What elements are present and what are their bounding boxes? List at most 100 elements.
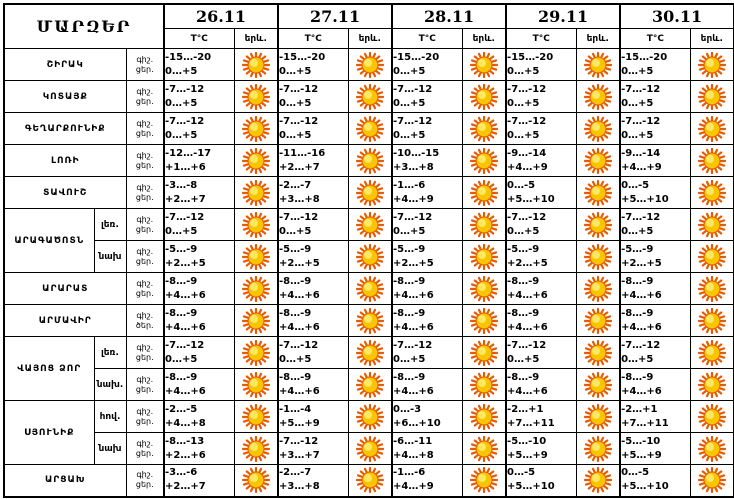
- temp-cell: -6…-11 +4…+8: [391, 432, 463, 465]
- day-temp: +4…+9: [507, 161, 548, 173]
- night-temp: -15…-20: [393, 51, 440, 63]
- day-label: ցեր.: [135, 256, 154, 266]
- weather-cell: [689, 400, 734, 433]
- night-day-labels: գիշ. ցեր.: [125, 80, 165, 113]
- night-temp: -8…-9: [393, 307, 426, 319]
- temp-cell: -2…-7 +3…+8: [277, 176, 349, 209]
- night-day-labels: գիշ. ցեր.: [125, 368, 165, 401]
- sun-icon: [697, 275, 726, 302]
- sun-icon: [241, 243, 270, 270]
- temp-cell: -15…-20 0…+5: [391, 48, 463, 81]
- sun-icon: [697, 211, 726, 238]
- weather-cell: [689, 272, 734, 305]
- region-name: ԼՈՌԻ: [3, 144, 127, 177]
- temp-cell: -7…-12 0…+5: [163, 112, 235, 145]
- temp-cell: -7…-12 0…+5: [619, 208, 691, 241]
- date-header-2: 27.11: [277, 3, 393, 29]
- sun-icon: [241, 403, 270, 430]
- night-temp: -7…-12: [279, 83, 319, 95]
- sun-icon: [355, 307, 384, 334]
- region-name: ՇԻՐԱԿ: [3, 48, 127, 81]
- date-header-4: 29.11: [505, 3, 621, 29]
- day-temp: 0…+5: [165, 65, 198, 77]
- sun-icon: [697, 403, 726, 430]
- sun-icon: [241, 147, 270, 174]
- sun-icon: [355, 115, 384, 142]
- sun-icon: [583, 51, 612, 78]
- sun-icon: [697, 467, 726, 494]
- sun-icon: [697, 435, 726, 462]
- sun-icon: [583, 307, 612, 334]
- night-temp: -2…-5: [165, 403, 198, 415]
- night-day-labels: գիշ. ցեր.: [125, 48, 165, 81]
- night-day-labels: գիշ. ծեր.: [125, 304, 165, 337]
- day-temp: +4…+6: [279, 289, 320, 301]
- sun-icon: [469, 147, 498, 174]
- weather-cell: [461, 208, 507, 241]
- temp-cell: -7…-12 0…+5: [619, 336, 691, 369]
- night-temp: -7…-12: [621, 115, 661, 127]
- temp-cell: -8…-9 +4…+6: [163, 272, 235, 305]
- region-row: ԿՈՏԱՅՔ գիշ. ցեր. -7…-12 0…+5 -7…-12 0…+5 -7…-12…: [3, 80, 734, 113]
- sun-icon: [355, 435, 384, 462]
- sun-icon: [583, 83, 612, 110]
- temp-cell: -5…-9 +2…+5: [391, 240, 463, 273]
- weather-cell: [347, 464, 393, 497]
- night-temp: 0…-3: [393, 403, 422, 415]
- temp-cell: -8…-9 +4…+6: [163, 304, 235, 337]
- weather-cell: [233, 176, 279, 209]
- day-temp: +2…+7: [165, 193, 206, 205]
- sun-icon: [697, 243, 726, 270]
- weather-cell: [689, 240, 734, 273]
- subregion-name: հով.: [93, 400, 127, 433]
- weather-cell: [347, 368, 393, 401]
- temp-cell: -8…-9 +4…+6: [505, 368, 577, 401]
- day-label: ցեր.: [135, 96, 154, 106]
- temp-cell: -8…-13 +2…+6: [163, 432, 235, 465]
- day-label: ցեր.: [135, 192, 154, 202]
- sun-icon: [583, 275, 612, 302]
- day-temp: 0…+5: [279, 129, 312, 141]
- region-row: նախ գիշ. ցեր. -8…-13 +2…+6 -7…-12 +3…+7 -6…-11 +…: [4, 432, 734, 465]
- region-name: ՍՅՈՒՆԻՔ: [3, 400, 95, 465]
- night-temp: -1…-6: [393, 179, 426, 191]
- night-label: գիշ.: [136, 118, 154, 128]
- sun-icon: [241, 435, 270, 462]
- night-temp: -10…-15: [393, 147, 440, 159]
- temp-cell: -9…-14 +4…+9: [619, 144, 691, 177]
- night-temp: -15…-20: [279, 51, 326, 63]
- weather-cell: [461, 272, 507, 305]
- day-temp: 0…+5: [393, 353, 426, 365]
- temp-cell: -10…-15 +3…+8: [391, 144, 463, 177]
- day-temp: 0…+5: [507, 129, 540, 141]
- region-row: նախ գիշ. ցեր. -5…-9 +2…+5 -5…-9 +2…+5 -5…-9 +2…+…: [4, 240, 734, 273]
- night-temp: -9…-14: [621, 147, 661, 159]
- weather-cell: [347, 112, 393, 145]
- day-temp: +5…+10: [621, 481, 669, 493]
- weather-cell: [575, 80, 621, 113]
- day-temp: +2…+5: [279, 257, 320, 269]
- weather-cell: [461, 400, 507, 433]
- sun-icon: [469, 307, 498, 334]
- temp-cell: -7…-12 0…+5: [163, 80, 235, 113]
- sun-icon: [697, 83, 726, 110]
- temp-col-header: T°C: [391, 28, 463, 49]
- temp-cell: -2…-7 +3…+8: [277, 464, 349, 497]
- sun-icon: [241, 211, 270, 238]
- day-temp: +4…+6: [165, 321, 206, 333]
- temp-cell: -8…-9 +4…+6: [391, 272, 463, 305]
- weather-cell: [233, 80, 279, 113]
- region-row: ԱՐՄԱՎԻՐ գիշ. ծեր. -8…-9 +4…+6 -8…-9 +4…+6 -8…-9…: [3, 304, 734, 337]
- temp-cell: -1…-6 +4…+9: [391, 176, 463, 209]
- day-temp: +5…+9: [507, 449, 548, 461]
- day-label: ցեր.: [135, 384, 154, 394]
- day-temp: +4…+9: [621, 161, 662, 173]
- temp-cell: -9…-14 +4…+9: [505, 144, 577, 177]
- night-temp: -9…-14: [507, 147, 547, 159]
- night-label: գիշ.: [136, 86, 154, 96]
- night-temp: -1…-6: [393, 467, 426, 479]
- night-temp: -7…-12: [621, 339, 661, 351]
- weather-cell: [575, 432, 621, 465]
- sun-icon: [583, 371, 612, 398]
- day-temp: +1…+6: [165, 161, 206, 173]
